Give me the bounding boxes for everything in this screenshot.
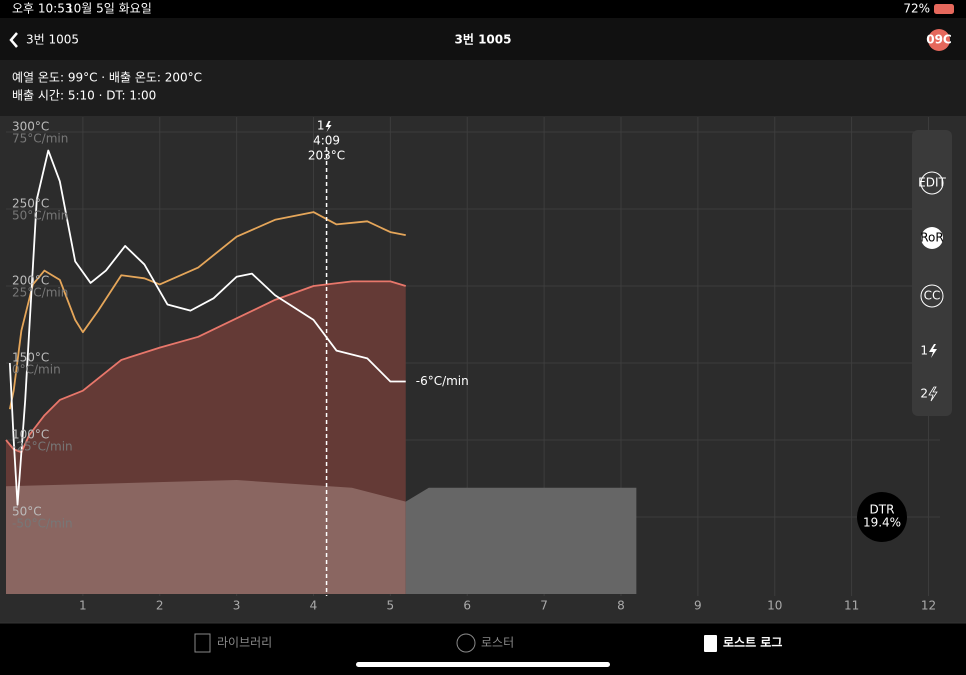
x-tick-label: 12 [921, 599, 936, 613]
info-line2: 배출 시간: 5:10 · DT: 1:00 [12, 89, 156, 103]
cc-button[interactable] [920, 284, 944, 308]
area [405, 487, 637, 594]
event1-label[interactable]: 1 [920, 344, 928, 358]
x-tick-label: 9 [694, 599, 702, 613]
line [8, 149, 406, 506]
tab-roastlog[interactable]: 로스트 로그 [723, 636, 782, 650]
bolt-icon [325, 121, 332, 132]
status-date: 10월 5일 화요일 [66, 2, 152, 16]
x-tick-label: 6 [463, 599, 471, 613]
tab-library[interactable]: 라이브러리 [217, 636, 272, 650]
info-line1: 예열 온도: 99°C · 배출 온도: 200°C [12, 71, 202, 85]
dtr-label: DTR [870, 503, 895, 517]
side-panel [912, 130, 952, 416]
bolt-icon [928, 386, 938, 402]
y-tick-label: 150°C [12, 351, 49, 365]
nav-title: 3번 1005 [455, 32, 512, 47]
roaster-icon[interactable] [456, 633, 476, 653]
library-icon[interactable] [194, 633, 211, 653]
info-panel [0, 60, 966, 116]
line [8, 211, 406, 410]
line [5, 280, 406, 454]
badge-text: 09C [926, 33, 952, 47]
roast-chart: 1 2 3 4 5 6 7 8 9 10 11 1250°C100°C150°C200°C250°C3… [5, 117, 940, 613]
status-time: 오후 10:53 [12, 2, 72, 16]
x-tick-label: 5 [387, 599, 395, 613]
x-tick-label: 11 [844, 599, 859, 613]
x-tick-label: 3 [233, 599, 241, 613]
ror-end-label: -6°C/min [416, 374, 469, 388]
event-temp: 203°C [308, 149, 345, 163]
badge[interactable] [928, 29, 950, 51]
y2-tick-label: 50°C/min [12, 209, 68, 223]
ror-button[interactable] [921, 227, 943, 249]
nav-bar [0, 18, 966, 60]
home-indicator [356, 662, 610, 667]
tab-roaster[interactable]: 로스터 [481, 636, 514, 650]
y2-tick-label: 25°C/min [12, 286, 68, 300]
edit-label: EDIT [918, 176, 946, 190]
x-tick-label: 1 [79, 599, 87, 613]
y2-tick-label: 75°C/min [12, 132, 68, 146]
event-time: 4:09 [313, 134, 340, 148]
edit-button[interactable] [920, 171, 944, 195]
y2-tick-label: -25°C/min [12, 440, 73, 454]
x-tick-label: 2 [156, 599, 164, 613]
dtr-bubble [857, 492, 907, 542]
back-icon[interactable] [9, 32, 18, 48]
x-tick-label: 10 [767, 599, 782, 613]
dtr-value: 19.4% [863, 516, 901, 530]
y-tick-label: 50°C [12, 505, 42, 519]
event-count: 1 [317, 119, 325, 133]
back-button[interactable]: 3번 1005 [26, 33, 79, 47]
y2-tick-label: 0°C/min [12, 363, 61, 377]
y2-tick-label: -50°C/min [12, 517, 73, 531]
y-tick-label: 250°C [12, 197, 49, 211]
event2-label[interactable]: 2 [920, 387, 928, 401]
y-tick-label: 100°C [12, 428, 49, 442]
x-tick-label: 4 [310, 599, 318, 613]
x-tick-label: 8 [617, 599, 625, 613]
cc-label: CC [924, 289, 941, 303]
bolt-icon [929, 344, 937, 358]
y-tick-label: 200°C [12, 274, 49, 288]
x-tick-label: 7 [540, 599, 548, 613]
y-tick-label: 300°C [12, 120, 49, 134]
area [6, 480, 406, 594]
battery-icon [934, 4, 954, 14]
roastlog-icon[interactable] [704, 635, 717, 652]
ror-label: RoR [920, 231, 943, 245]
battery-text: 72% [903, 2, 930, 16]
